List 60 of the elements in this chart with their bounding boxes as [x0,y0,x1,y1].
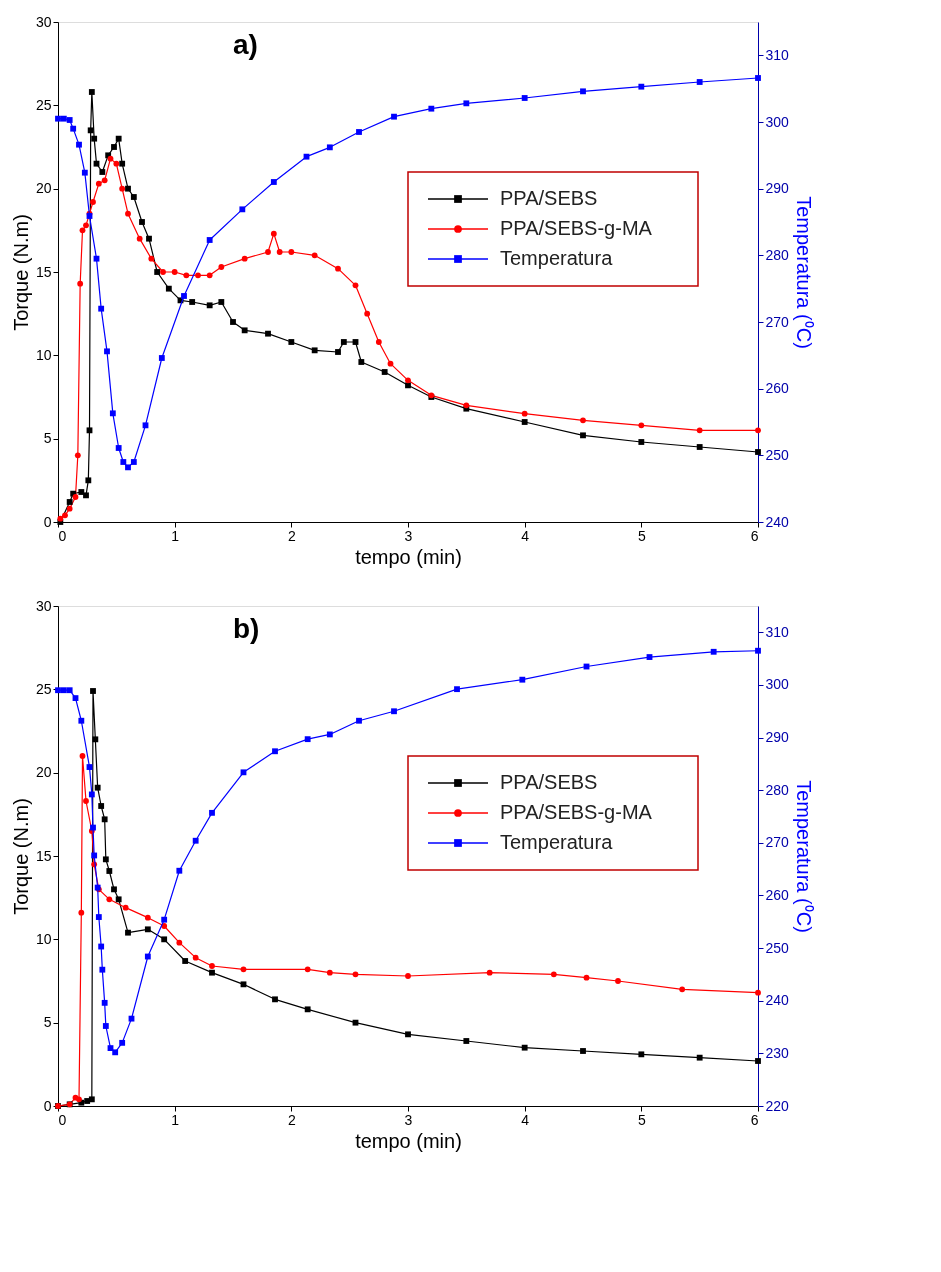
y-tick-label: 30 [35,597,52,614]
x-tick-label: 3 [404,527,413,544]
x-tick-label: 6 [750,527,759,544]
y2-tick-label: 240 [765,992,790,1009]
legend-label: PPA/SEBS [500,187,598,209]
legend-label: Temperatura [500,247,614,269]
y-tick-label: 30 [35,13,52,30]
y2-tick-label: 250 [765,939,790,956]
x-tick-label: 3 [404,1111,413,1128]
y2-tick-label: 240 [765,513,790,530]
y2-tick-label: 300 [765,113,790,130]
y2-tick-label: 250 [765,446,790,463]
y-tick-label: 25 [35,680,52,697]
y-axis-title: Torque (N.m) [9,798,32,915]
y-tick-label: 15 [35,263,52,280]
y2-tick-label: 310 [765,623,790,640]
y-tick-label: 0 [43,1097,52,1114]
y2-tick-label: 230 [765,1044,790,1061]
y2-tick-label: 220 [765,1097,790,1114]
x-tick-label: 0 [58,527,67,544]
x-tick-label: 4 [521,527,530,544]
legend-label: PPA/SEBS [500,771,598,793]
x-tick-label: 1 [171,1111,180,1128]
y-tick-label: 10 [35,346,52,363]
y2-tick-label: 280 [765,246,790,263]
y2-tick-label: 270 [765,834,790,851]
y-axis-title: Torque (N.m) [9,214,32,331]
x-tick-label: 2 [287,527,296,544]
y2-axis-title: Temperatura (⁰C) [792,196,815,349]
y-tick-label: 20 [35,764,52,781]
y2-tick-label: 300 [765,676,790,693]
x-tick-label: 5 [637,527,646,544]
chart-title: b) [233,613,260,644]
x-axis-title: tempo (min) [355,545,462,568]
y2-tick-label: 270 [765,313,790,330]
legend-label: PPA/SEBS-g-MA [500,217,653,239]
chart-title: a) [233,29,258,60]
y-tick-label: 0 [43,513,52,530]
y2-tick-label: 310 [765,46,790,63]
x-tick-label: 1 [171,527,180,544]
y-tick-label: 25 [35,96,52,113]
legend-label: Temperatura [500,831,614,853]
y-tick-label: 10 [35,930,52,947]
y-tick-label: 5 [43,430,52,447]
y2-tick-label: 280 [765,781,790,798]
x-tick-label: 5 [637,1111,646,1128]
y-tick-label: 15 [35,847,52,864]
y2-tick-label: 260 [765,886,790,903]
legend-label: PPA/SEBS-g-MA [500,801,653,823]
x-tick-label: 6 [750,1111,759,1128]
x-tick-label: 4 [521,1111,530,1128]
x-tick-label: 2 [287,1111,296,1128]
x-tick-label: 0 [58,1111,67,1128]
y2-tick-label: 290 [765,729,790,746]
y2-axis-title: Temperatura (⁰C) [792,780,815,933]
y-tick-label: 20 [35,180,52,197]
y2-tick-label: 290 [765,180,790,197]
y2-tick-label: 260 [765,380,790,397]
y-tick-label: 5 [43,1014,52,1031]
x-axis-title: tempo (min) [355,1129,462,1152]
